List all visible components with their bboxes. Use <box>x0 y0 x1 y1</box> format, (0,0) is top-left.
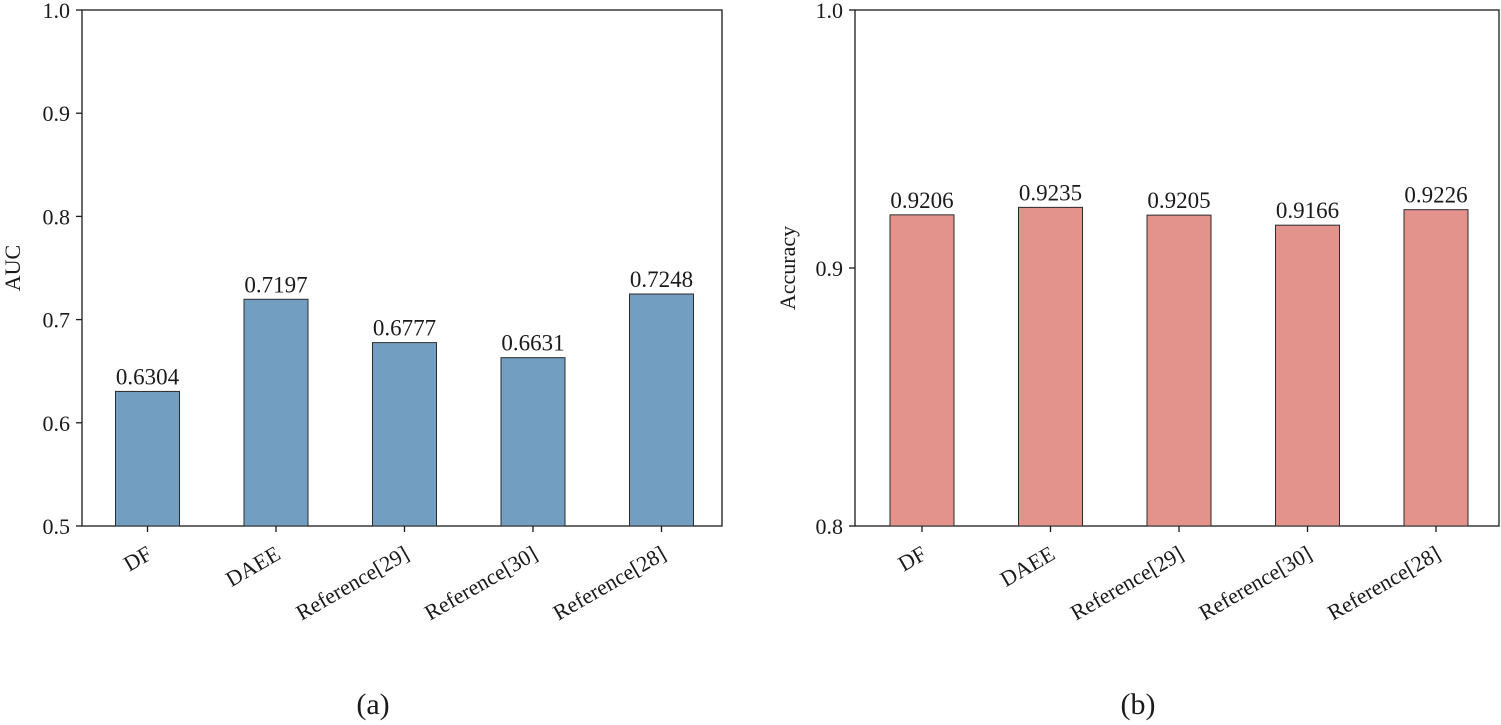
bar-value-label: 0.7197 <box>244 272 307 297</box>
x-category-label: DAEE <box>996 541 1059 592</box>
y-tick-label: 1.0 <box>816 0 844 23</box>
x-category-label: Reference[29] <box>292 541 413 626</box>
bar <box>115 390 180 527</box>
panel-a-auc-chart: 0.5 0.6 0.7 0.8 0.9 1.0 AUC 0.6304 DF 0.7197 DAEE 0… <box>0 0 723 721</box>
y-tick-label: 0.9 <box>43 101 71 126</box>
y-tick-label: 0.6 <box>43 411 71 436</box>
y-axis-title: AUC <box>0 245 25 291</box>
bar-value-label: 0.6777 <box>373 316 436 341</box>
bar-value-label: 0.9206 <box>890 188 953 213</box>
bar <box>889 214 955 527</box>
y-axis-title: Accuracy <box>775 226 800 310</box>
panel-caption: (b) <box>1121 688 1156 721</box>
bar <box>629 293 694 527</box>
bar-value-label: 0.6631 <box>501 331 564 356</box>
bar-value-label: 0.9166 <box>1276 198 1339 223</box>
bar-value-label: 0.9205 <box>1147 188 1210 213</box>
y-tick-label: 1.0 <box>43 0 71 23</box>
bar <box>500 357 566 527</box>
y-tick-label: 0.7 <box>43 308 71 333</box>
y-tick-label: 0.5 <box>43 514 71 539</box>
bar <box>1403 209 1469 527</box>
y-tick-label: 0.8 <box>816 514 844 539</box>
bar-value-label: 0.9226 <box>1404 183 1467 208</box>
bar <box>243 298 309 527</box>
x-category-label: Reference[30] <box>420 541 541 626</box>
panel-b-accuracy-chart: 0.8 0.9 1.0 Accuracy 0.9206 DF 0.9235 DAEE 0.920… <box>775 0 1500 721</box>
panel-caption: (a) <box>356 688 389 721</box>
y-tick-label: 0.9 <box>816 256 844 281</box>
bar <box>1146 214 1212 527</box>
bar-value-label: 0.9235 <box>1019 180 1082 205</box>
bar <box>1275 224 1340 527</box>
x-category-label: Reference[30] <box>1195 541 1316 626</box>
bar-value-label: 0.6304 <box>116 364 180 389</box>
x-category-label: Reference[29] <box>1066 541 1187 626</box>
x-category-label: Reference[28] <box>549 541 670 626</box>
x-category-label: DF <box>894 541 931 577</box>
x-category-label: DF <box>119 541 156 577</box>
bar <box>372 342 437 527</box>
x-category-label: DAEE <box>221 541 284 592</box>
x-category-label: Reference[28] <box>1323 541 1444 626</box>
bar-value-label: 0.7248 <box>630 267 693 292</box>
y-tick-label: 0.8 <box>43 204 71 229</box>
bar <box>1018 206 1083 527</box>
